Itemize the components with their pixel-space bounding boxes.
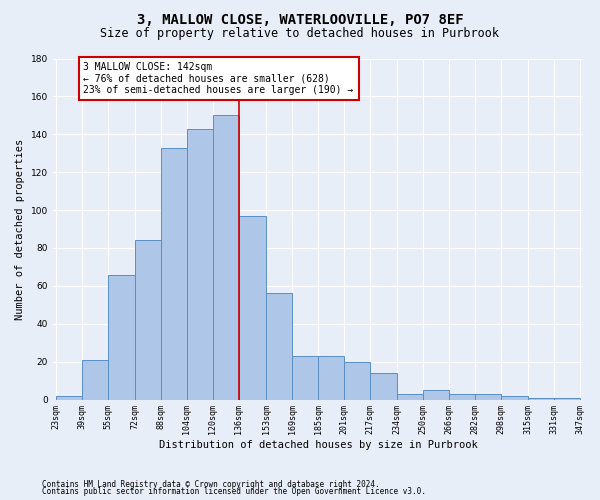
Bar: [135, 240, 161, 400]
Bar: [344, 362, 370, 400]
Text: 3, MALLOW CLOSE, WATERLOOVILLE, PO7 8EF: 3, MALLOW CLOSE, WATERLOOVILLE, PO7 8EF: [137, 12, 463, 26]
Bar: [107, 274, 135, 400]
Bar: [501, 396, 529, 400]
Bar: [187, 128, 213, 400]
Bar: [554, 398, 580, 400]
Bar: [82, 360, 107, 400]
Bar: [161, 148, 187, 400]
Bar: [239, 216, 266, 400]
Bar: [56, 396, 82, 400]
Bar: [423, 390, 449, 400]
Text: Contains HM Land Registry data © Crown copyright and database right 2024.: Contains HM Land Registry data © Crown c…: [42, 480, 380, 489]
Bar: [449, 394, 475, 400]
Text: Size of property relative to detached houses in Purbrook: Size of property relative to detached ho…: [101, 28, 499, 40]
Text: 3 MALLOW CLOSE: 142sqm
← 76% of detached houses are smaller (628)
23% of semi-de: 3 MALLOW CLOSE: 142sqm ← 76% of detached…: [83, 62, 353, 96]
Bar: [266, 294, 292, 400]
Bar: [475, 394, 501, 400]
X-axis label: Distribution of detached houses by size in Purbrook: Distribution of detached houses by size …: [158, 440, 478, 450]
Bar: [292, 356, 318, 400]
Bar: [397, 394, 423, 400]
Bar: [370, 373, 397, 400]
Bar: [318, 356, 344, 400]
Text: Contains public sector information licensed under the Open Government Licence v3: Contains public sector information licen…: [42, 487, 426, 496]
Y-axis label: Number of detached properties: Number of detached properties: [15, 138, 25, 320]
Bar: [213, 116, 239, 400]
Bar: [529, 398, 554, 400]
